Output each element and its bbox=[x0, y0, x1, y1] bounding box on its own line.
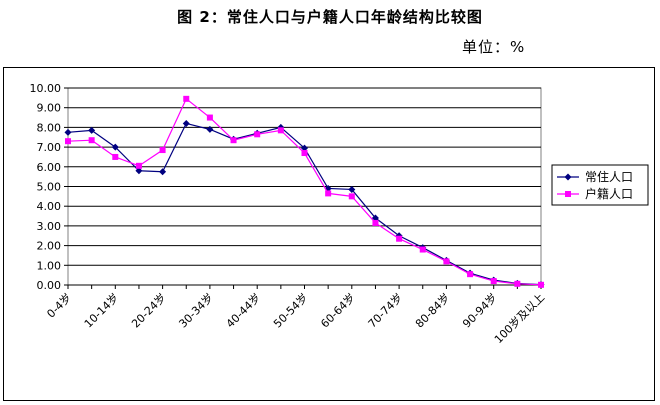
y-tick-label: 2.00 bbox=[37, 240, 62, 253]
data-point-diamond bbox=[348, 185, 356, 193]
gridlines bbox=[64, 87, 542, 289]
y-tick-label: 8.00 bbox=[37, 121, 62, 134]
legend-swatch-marker bbox=[564, 173, 572, 181]
chart-frame bbox=[3, 67, 655, 401]
y-tick-label: 7.00 bbox=[37, 141, 62, 154]
data-point-square bbox=[490, 278, 497, 285]
x-tick-label: 60-64岁 bbox=[318, 290, 358, 330]
data-point-diamond bbox=[64, 128, 72, 136]
data-point-diamond bbox=[111, 143, 119, 151]
legend-label: 常住人口 bbox=[585, 170, 633, 184]
data-point-diamond bbox=[301, 144, 308, 152]
data-point-diamond bbox=[371, 214, 379, 222]
data-point-square bbox=[325, 190, 332, 197]
series-group bbox=[64, 95, 545, 289]
y-tick-label: 4.00 bbox=[37, 200, 62, 213]
data-point-square bbox=[135, 162, 142, 169]
x-tick-label: 10-14岁 bbox=[81, 290, 121, 330]
data-point-square bbox=[206, 114, 213, 121]
x-tick-label: 70-74岁 bbox=[365, 290, 405, 330]
legend-swatch-marker bbox=[565, 191, 571, 197]
y-tick-label: 6.00 bbox=[37, 161, 62, 174]
x-tick-label: 80-84岁 bbox=[412, 290, 452, 330]
x-tick-label: 90-94岁 bbox=[460, 290, 500, 330]
data-point-square bbox=[88, 137, 95, 144]
data-point-square bbox=[277, 127, 284, 134]
legend-label: 户籍人口 bbox=[585, 186, 633, 201]
data-point-square bbox=[372, 219, 379, 226]
data-point-square bbox=[301, 150, 308, 157]
x-tick-label: 20-24岁 bbox=[128, 290, 168, 330]
y-tick-label: 0.00 bbox=[37, 279, 62, 292]
data-point-square bbox=[443, 258, 450, 265]
data-point-diamond bbox=[159, 168, 167, 176]
x-tick-label: 50-54岁 bbox=[270, 290, 310, 330]
data-point-square bbox=[65, 138, 71, 145]
y-tick-label: 10.00 bbox=[30, 82, 62, 95]
data-point-diamond bbox=[182, 119, 190, 127]
y-tick-label: 3.00 bbox=[37, 220, 62, 233]
y-tick-labels: 10.00 9.00 8.00 7.00 6.00 5.00 4.00 3.00 2.00 1.0… bbox=[30, 82, 62, 292]
x-tick-label: 0-4岁 bbox=[44, 290, 74, 320]
data-point-square bbox=[396, 235, 403, 242]
x-tick-label: 40-44岁 bbox=[223, 290, 263, 330]
chart-title: 图 2：常住人口与户籍人口年龄结构比较图 bbox=[177, 8, 483, 26]
data-point-square bbox=[230, 137, 237, 144]
legend-box bbox=[551, 164, 649, 206]
data-point-square bbox=[419, 246, 426, 253]
data-point-diamond bbox=[135, 167, 143, 175]
unit-label: 单位：% bbox=[462, 38, 526, 56]
data-point-square bbox=[514, 280, 521, 287]
x-tick-label: 30-34岁 bbox=[176, 290, 216, 330]
data-point-square bbox=[467, 271, 474, 278]
data-point-square bbox=[254, 131, 261, 138]
data-point-square bbox=[159, 147, 166, 154]
data-point-diamond bbox=[88, 126, 96, 134]
x-tick-labels: 0-4岁 10-14岁 20-24岁 30-34岁 40-44岁 50-54岁 60-64岁… bbox=[44, 290, 547, 346]
x-tick-label: 100岁及以上 bbox=[491, 290, 547, 346]
data-point-square bbox=[183, 95, 190, 102]
y-tick-label: 5.00 bbox=[37, 181, 62, 194]
data-point-square bbox=[112, 153, 119, 160]
data-point-square bbox=[348, 193, 355, 200]
data-point-square bbox=[538, 281, 544, 288]
data-point-diamond bbox=[206, 125, 214, 133]
y-tick-label: 1.00 bbox=[37, 259, 62, 272]
y-tick-label: 9.00 bbox=[37, 102, 62, 115]
